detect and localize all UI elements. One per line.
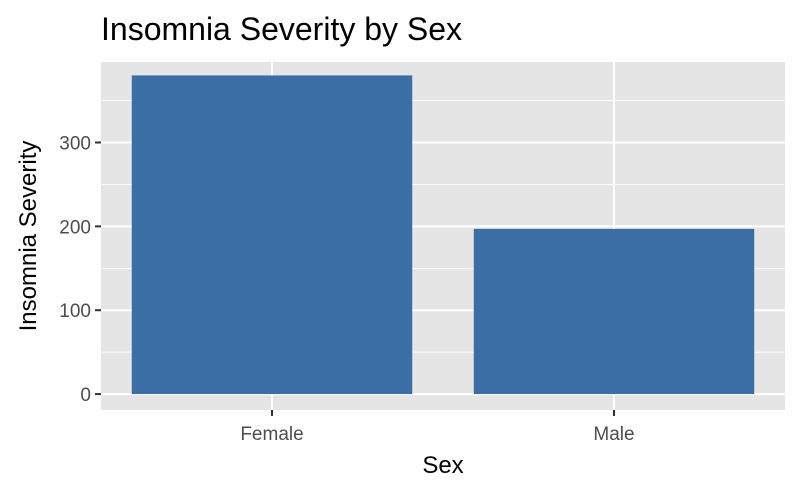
y-tick-label: 300 (59, 134, 91, 155)
x-axis: Female Male (240, 410, 635, 445)
y-axis: 0 100 200 300 (59, 134, 101, 406)
y-tick-label: 200 (59, 217, 91, 238)
y-axis-title: Insomnia Severity (15, 141, 42, 332)
bar-male (473, 228, 755, 395)
x-tick-label: Male (593, 424, 634, 445)
x-axis-title: Sex (422, 452, 463, 479)
x-tick-label: Female (240, 424, 303, 445)
chart-title: Insomnia Severity by Sex (101, 11, 462, 47)
bar-female (131, 75, 413, 395)
y-tick-label: 100 (59, 301, 91, 322)
y-tick-label: 0 (80, 385, 91, 406)
bars (131, 75, 755, 395)
